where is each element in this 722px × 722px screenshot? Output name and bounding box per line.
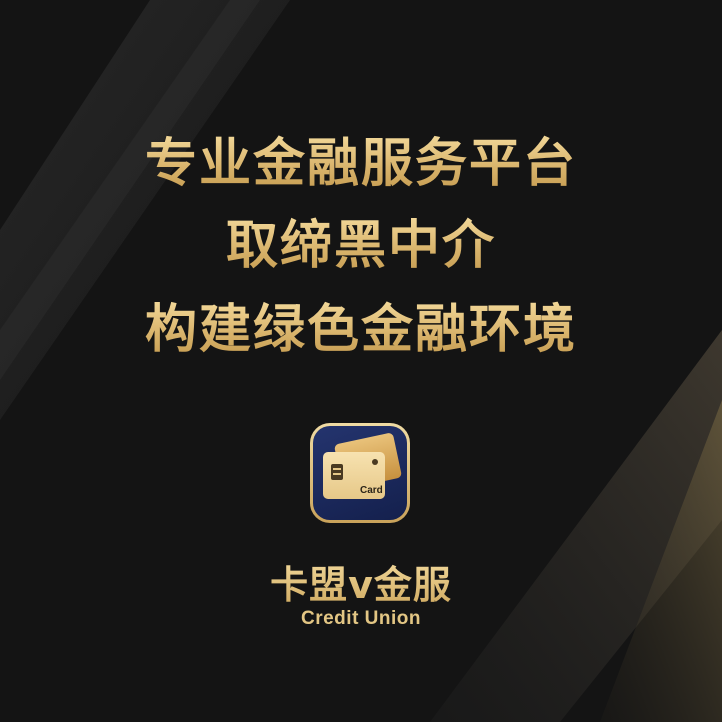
brand-subtitle: Credit Union: [0, 607, 722, 631]
headline-line-1: 专业金融服务平台: [0, 134, 722, 194]
app-icon-background: Card: [313, 426, 407, 520]
brand-name: 卡盟v金服: [0, 562, 722, 608]
card-label: Card: [360, 485, 383, 496]
headline-line-3: 构建绿色金融环境: [0, 300, 722, 360]
headline-line-2: 取缔黑中介: [0, 216, 722, 276]
credit-card-icon: Card: [313, 426, 407, 520]
app-icon: Card: [310, 423, 410, 523]
